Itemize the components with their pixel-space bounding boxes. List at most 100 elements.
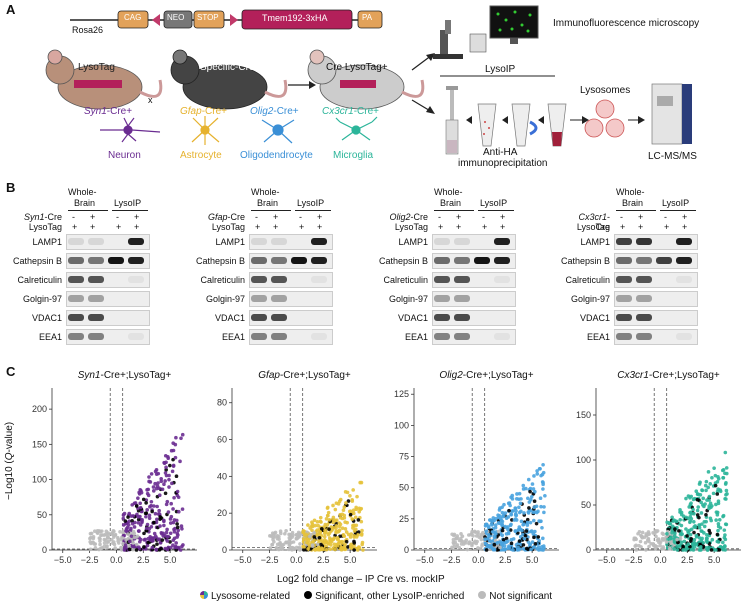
data-point (676, 540, 680, 545)
blot-band (494, 276, 510, 283)
data-point (145, 522, 150, 527)
lysosome-dot-icon (200, 591, 208, 599)
data-point (319, 520, 323, 524)
data-point (532, 474, 536, 478)
data-point (521, 532, 525, 537)
data-point (525, 517, 530, 522)
blot-band (88, 314, 104, 321)
data-point (156, 481, 160, 485)
data-point (331, 526, 336, 530)
data-point (121, 523, 126, 527)
data-point (154, 520, 159, 525)
y-tick-label: 0 (42, 545, 47, 555)
data-point (277, 537, 281, 541)
data-point (165, 527, 169, 532)
astrocyte-icon (191, 116, 220, 145)
data-point (707, 506, 711, 511)
data-point (702, 531, 706, 535)
cre-sign: - (620, 212, 623, 222)
whole-brain-header: Whole- (616, 187, 645, 197)
stop-box (193, 10, 225, 29)
data-point (515, 492, 519, 496)
data-point (144, 511, 149, 516)
data-point (494, 532, 498, 536)
data-point (354, 505, 358, 510)
neo-box (163, 10, 193, 29)
data-point (687, 528, 692, 533)
data-point (158, 515, 163, 519)
data-point (721, 476, 726, 480)
y-tick-label: 60 (217, 435, 227, 445)
protein-label: EEA1 (221, 332, 245, 342)
data-point (355, 494, 359, 499)
data-point (707, 498, 711, 502)
panel-a-graphic (45, 5, 692, 155)
cre-suffix: -Cre (595, 212, 610, 232)
lysoip-header: LysoIP (297, 198, 325, 208)
data-point (667, 537, 672, 541)
blot-strip (614, 329, 698, 345)
data-point (318, 515, 323, 520)
lysotag-sign: + (620, 222, 626, 232)
blot-strip (249, 272, 333, 288)
data-point (699, 511, 704, 515)
data-point (98, 542, 102, 547)
data-point (119, 545, 123, 550)
cre-sign: - (299, 212, 302, 222)
data-point (310, 543, 315, 547)
lysotag-sign: + (438, 222, 444, 232)
data-point (334, 530, 338, 535)
data-point (338, 512, 342, 517)
data-point (162, 461, 167, 466)
data-point (338, 497, 343, 502)
fluorescence-screen-icon (489, 5, 539, 44)
data-point (168, 540, 172, 544)
title-gene: Syn1 (78, 370, 101, 381)
data-point (695, 497, 700, 502)
data-point (90, 540, 95, 545)
data-point (341, 508, 346, 512)
x-tick-label: −2.5 (261, 555, 279, 565)
data-point (715, 539, 720, 544)
data-point (504, 532, 509, 536)
data-point (531, 532, 536, 536)
oligodendrocyte-label: Oligodendrocyte (240, 150, 313, 161)
data-point (507, 508, 511, 513)
protein-label: Cathepsin B (378, 256, 428, 266)
panel-label-b: B (6, 180, 16, 195)
data-point (691, 542, 695, 546)
blot-band (494, 257, 510, 264)
cre-sign: + (682, 212, 688, 222)
data-point (333, 507, 338, 512)
data-point (483, 537, 488, 542)
data-point (346, 545, 350, 549)
data-point (124, 537, 128, 542)
data-point (332, 542, 337, 547)
data-point (497, 521, 502, 526)
data-point (700, 522, 704, 526)
whole-brain-underline (434, 210, 474, 211)
data-point (327, 517, 332, 522)
blot-band (271, 333, 287, 340)
blot-band (88, 333, 104, 340)
data-point (511, 509, 515, 513)
data-point (88, 531, 93, 536)
data-point (501, 537, 506, 542)
data-point (156, 537, 161, 542)
data-point (452, 544, 456, 549)
data-point (123, 543, 128, 547)
data-point (341, 533, 346, 538)
data-point (632, 536, 637, 540)
offspring-label: Cre LysoTag+ (326, 62, 388, 73)
data-point (681, 545, 685, 549)
data-point (638, 539, 643, 544)
data-point (716, 524, 721, 529)
data-point (297, 531, 301, 536)
data-point (694, 542, 699, 546)
protein-label: VDAC1 (214, 313, 245, 323)
tube-icon-1 (477, 103, 497, 147)
data-point (307, 534, 312, 539)
data-point (149, 472, 154, 476)
data-point (344, 501, 348, 505)
data-point (716, 499, 721, 503)
